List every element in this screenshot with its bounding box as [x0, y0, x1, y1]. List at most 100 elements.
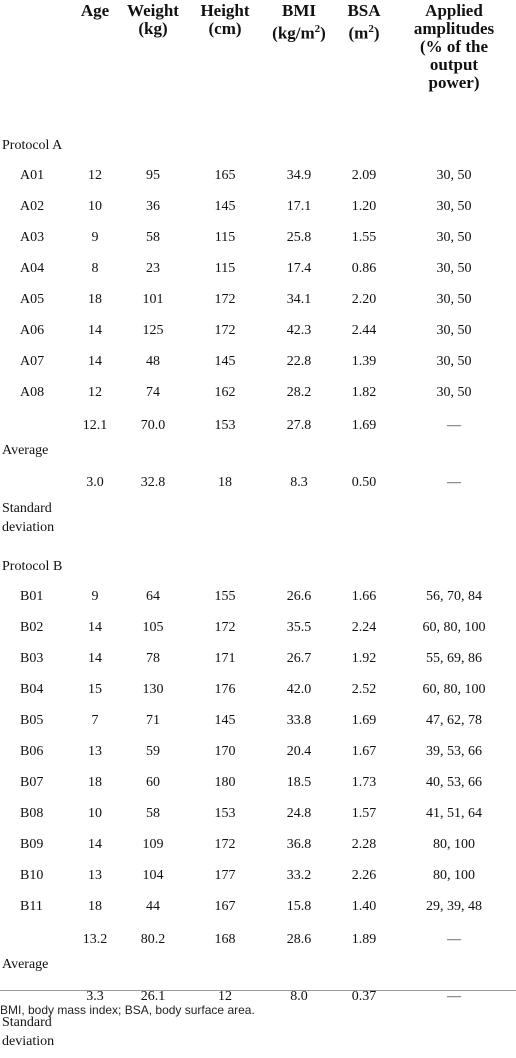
protocol-b-average-row: 13.2 80.2 168 28.6 1.89 — — [0, 922, 516, 950]
cell-height: 18 — [218, 474, 232, 490]
cell-age: 18 — [88, 774, 102, 790]
cell-height: 165 — [214, 167, 236, 183]
table-row: B09 14 109 172 36.8 2.28 80, 100 — [0, 829, 516, 860]
cell-patient-id: A08 — [20, 384, 45, 400]
cell-patient-id: B09 — [20, 836, 44, 852]
header-bmi: BMI (kg/m2) — [272, 1, 326, 43]
cell-height: 167 — [214, 898, 236, 914]
cell-amplitudes: — — [447, 418, 461, 433]
cell-amplitudes: — — [447, 474, 461, 490]
cell-patient-id: B03 — [20, 650, 44, 666]
cell-age: 8 — [91, 260, 99, 276]
cell-height: 12 — [218, 988, 232, 1004]
table-row: A01 12 95 165 34.9 2.09 30, 50 — [0, 160, 516, 191]
cell-age: 15 — [88, 681, 102, 697]
cell-age: 12.1 — [82, 418, 108, 433]
cell-age: 12 — [88, 384, 102, 400]
cell-bmi: 15.8 — [286, 898, 312, 914]
cell-height: 115 — [214, 229, 236, 245]
cell-age: 9 — [91, 229, 99, 245]
cell-weight: 78 — [146, 650, 160, 666]
cell-bmi: 26.6 — [286, 588, 312, 604]
cell-height: 172 — [214, 322, 236, 338]
cell-amplitudes: — — [447, 988, 461, 1004]
cell-bsa: 2.52 — [351, 681, 377, 697]
cell-patient-id: B01 — [20, 588, 44, 604]
cell-age: 9 — [91, 588, 99, 604]
cell-height: 153 — [214, 805, 236, 821]
cell-amplitudes: 60, 80, 100 — [422, 681, 486, 697]
cell-bsa: 1.82 — [351, 384, 377, 400]
cell-patient-id: A01 — [20, 167, 45, 183]
cell-bsa: 1.92 — [351, 650, 377, 666]
cell-bsa: 2.09 — [351, 167, 377, 183]
cell-weight: 64 — [146, 588, 160, 604]
cell-height: 115 — [214, 260, 236, 276]
cell-bsa: 2.28 — [351, 836, 377, 852]
header-weight: Weight (kg) — [127, 1, 179, 38]
cell-amplitudes: 80, 100 — [433, 836, 475, 852]
table-row: A06 14 125 172 42.3 2.44 30, 50 — [0, 315, 516, 346]
cell-age: 14 — [88, 650, 102, 666]
table-row: B02 14 105 172 35.5 2.24 60, 80, 100 — [0, 612, 516, 643]
cell-age: 14 — [88, 619, 102, 635]
cell-age: 13.2 — [82, 932, 108, 947]
cell-patient-id: A03 — [20, 229, 45, 245]
cell-amplitudes: 60, 80, 100 — [422, 619, 486, 635]
cell-amplitudes: 30, 50 — [436, 167, 472, 183]
cell-weight: 125 — [142, 322, 164, 338]
protocol-a-summary: 12.1 70.0 153 27.8 1.69 — Average 3.0 32… — [0, 408, 516, 544]
table-row: B01 9 64 155 26.6 1.66 56, 70, 84 — [0, 581, 516, 612]
cell-bmi: 34.1 — [286, 291, 312, 307]
cell-bmi: 27.8 — [286, 418, 312, 433]
cell-amplitudes: — — [447, 932, 461, 947]
cell-age: 14 — [88, 836, 102, 852]
cell-amplitudes: 41, 51, 64 — [426, 805, 482, 821]
cell-height: 168 — [214, 932, 236, 947]
table-row: A03 9 58 115 25.8 1.55 30, 50 — [0, 222, 516, 253]
cell-bmi: 20.4 — [286, 743, 312, 759]
cell-patient-id: B05 — [20, 712, 44, 728]
cell-height: 170 — [214, 743, 236, 759]
cell-age: 3.0 — [86, 474, 104, 490]
cell-weight: 71 — [146, 712, 160, 728]
protocol-b-body: Protocol B — [0, 544, 516, 581]
table-row: A08 12 74 162 28.2 1.82 30, 50 — [0, 377, 516, 408]
protocol-a-sd-row: 3.0 32.8 18 8.3 0.50 — — [0, 466, 516, 499]
protocol-b-average-label: Average — [2, 957, 49, 972]
cell-bsa: 0.86 — [351, 260, 377, 276]
protocol-a-average-row: 12.1 70.0 153 27.8 1.69 — — [0, 408, 516, 436]
cell-age: 18 — [88, 291, 102, 307]
cell-bmi: 33.2 — [286, 867, 312, 883]
cell-patient-id: B06 — [20, 743, 44, 759]
cell-bsa: 2.24 — [351, 619, 377, 635]
cell-bmi: 8.0 — [290, 988, 308, 1004]
cell-bsa: 2.20 — [351, 291, 377, 307]
cell-weight: 26.1 — [140, 988, 166, 1004]
cell-height: 172 — [214, 836, 236, 852]
table-row: B06 13 59 170 20.4 1.67 39, 53, 66 — [0, 736, 516, 767]
cell-age: 10 — [88, 198, 102, 214]
protocol-a-label: Protocol A — [2, 138, 63, 153]
protocol-a-rows: A01 12 95 165 34.9 2.09 30, 50 A02 10 36 145 17.1 1.… — [0, 160, 516, 408]
protocol-b-sd-row: 3.3 26.1 12 8.0 0.37 — — [0, 980, 516, 1013]
cell-amplitudes: 29, 39, 48 — [426, 898, 482, 914]
cell-patient-id: B04 — [20, 681, 44, 697]
table-row: A07 14 48 145 22.8 1.39 30, 50 — [0, 346, 516, 377]
cell-height: 172 — [214, 619, 236, 635]
table-row: A05 18 101 172 34.1 2.20 30, 50 — [0, 284, 516, 315]
cell-age: 14 — [88, 322, 102, 338]
cell-height: 145 — [214, 712, 236, 728]
protocol-a-body: Protocol A — [0, 123, 516, 160]
table-header: Age Weight (kg) Height (cm) BMI (kg/m2) BSA… — [0, 0, 516, 123]
cell-bmi: 26.7 — [286, 650, 312, 666]
cell-bmi: 25.8 — [286, 229, 312, 245]
cell-amplitudes: 56, 70, 84 — [426, 588, 482, 604]
table-row: B03 14 78 171 26.7 1.92 55, 69, 86 — [0, 643, 516, 674]
cell-weight: 80.2 — [140, 932, 166, 947]
cell-weight: 44 — [146, 898, 160, 914]
cell-amplitudes: 47, 62, 78 — [426, 712, 482, 728]
cell-weight: 58 — [146, 229, 160, 245]
cell-bmi: 17.1 — [286, 198, 312, 214]
